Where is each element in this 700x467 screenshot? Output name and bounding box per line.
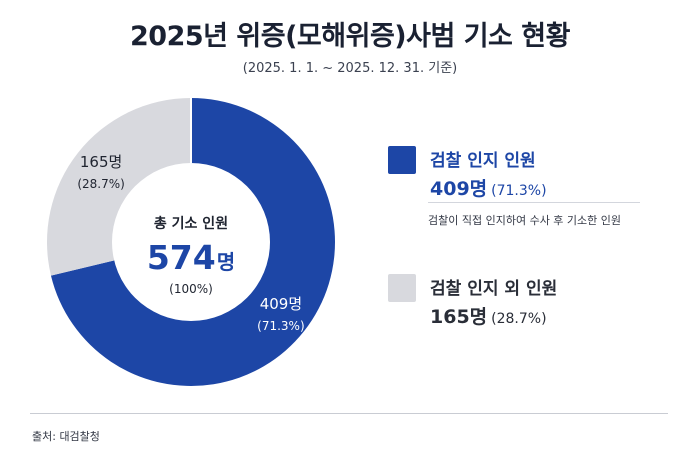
legend-count-prosecution: 409명: [430, 178, 488, 200]
legend-swatch-other: [388, 274, 416, 302]
legend-description: 검찰이 직접 인지하여 수사 후 기소한 인원: [428, 214, 622, 227]
legend-value-prosecution: 409명 (71.3%): [430, 174, 547, 201]
legend-swatch-prosecution: [388, 146, 416, 174]
center-total: 574명: [147, 238, 235, 277]
slice-percent-label-prosecution: (71.3%): [257, 319, 304, 333]
legend-count-other: 165명: [430, 306, 488, 328]
legend-value-other: 165명 (28.7%): [430, 302, 547, 329]
legend-label-other: 검찰 인지 외 인원: [430, 279, 558, 299]
legend-percent-prosecution: (71.3%): [491, 183, 547, 199]
footer-divider: [30, 413, 668, 414]
center-total-unit: 명: [217, 250, 235, 274]
center-label: 총 기소 인원: [154, 215, 228, 232]
legend-label-prosecution: 검찰 인지 인원: [430, 151, 536, 171]
center-percent: (100%): [169, 282, 213, 296]
slice-value-label-other: 165명: [80, 153, 122, 171]
legend-percent-other: (28.7%): [491, 311, 547, 327]
center-total-number: 574: [147, 238, 216, 277]
chart-title: 2025년 위증(모해위증)사범 기소 현황: [130, 21, 570, 52]
slice-value-label-prosecution: 409명: [260, 295, 302, 313]
source-note: 출처: 대검찰청: [32, 430, 100, 443]
chart-subtitle: (2025. 1. 1. ~ 2025. 12. 31. 기준): [242, 61, 458, 76]
slice-percent-label-other: (28.7%): [77, 177, 124, 191]
legend-divider: [428, 202, 640, 203]
donut-center: [112, 163, 270, 321]
